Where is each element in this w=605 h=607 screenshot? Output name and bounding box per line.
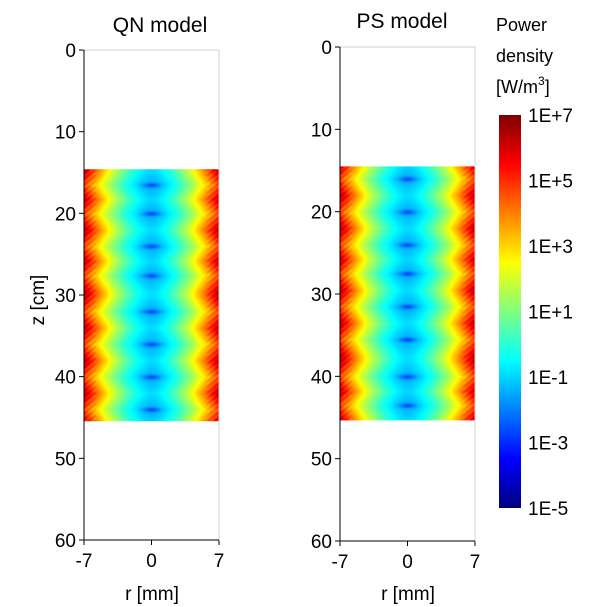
ps-y-tick-label: 0 [321, 38, 332, 59]
qn-x-axis-label: r [mm] [125, 584, 179, 605]
ps-y-tick-label: 60 [311, 532, 332, 553]
ps-y-tick-label: 20 [311, 203, 332, 224]
colorbar-unit: [W/m3] [496, 74, 550, 97]
ps-model-panel: PS model r [mm] 0 10 20 30 40 50 60-7 0 7 [311, 10, 480, 605]
colorbar-ticks: 1E+7 1E+5 1E+3 1E+1 1E-1 1E-3 1E-5 [528, 106, 573, 520]
colorbar-title-line-1: Power [496, 15, 547, 35]
ps-y-tick-label: 40 [311, 367, 332, 388]
qn-x-tick-label: 0 [146, 551, 157, 572]
qn-y-tick-label: 60 [55, 531, 76, 552]
qn-y-tick-label: 0 [65, 41, 76, 62]
ps-y-tick-label: 50 [311, 450, 332, 471]
qn-x-tick-label: -7 [76, 551, 93, 572]
colorbar-tick-label: 1E-3 [528, 434, 568, 455]
qn-y-tick-label: 10 [55, 123, 76, 144]
ps-ticks: 0 10 20 30 40 50 60-7 0 7 [311, 38, 480, 573]
ps-y-tick-label: 30 [311, 285, 332, 306]
colorbar-tick-label: 1E+5 [528, 172, 573, 193]
qn-ticks: 0 10 20 30 40 50 60-7 0 7 [55, 41, 224, 572]
ps-x-tick-label: 7 [470, 552, 481, 573]
colorbar-tick-label: 1E+7 [528, 106, 573, 127]
colorbar: Power density [W/m3] 1E+7 1E+5 1E+3 1E+1 1E-… [496, 15, 573, 520]
qn-field-map [84, 169, 219, 422]
ps-x-axis-label: r [mm] [381, 584, 435, 605]
colorbar-tick-label: 1E+1 [528, 303, 573, 324]
qn-y-tick-label: 20 [55, 204, 76, 225]
qn-y-tick-label: 50 [55, 449, 76, 470]
colorbar-tick-label: 1E-1 [528, 368, 568, 389]
colorbar-title-line-2: density [496, 46, 553, 66]
qn-y-tick-label: 40 [55, 368, 76, 389]
qn-y-axis-label: z [cm] [28, 275, 49, 326]
colorbar-tick-label: 1E-5 [528, 499, 568, 520]
qn-model-panel: QN model r [mm] z [cm] 0 10 20 30 40 50 60-7 0 7 [28, 14, 224, 605]
ps-model-title: PS model [356, 10, 447, 33]
qn-model-title: QN model [113, 14, 208, 37]
ps-y-tick-label: 10 [311, 120, 332, 141]
qn-y-tick-label: 30 [55, 286, 76, 307]
colorbar-gradient [499, 115, 521, 508]
ps-x-tick-label: -7 [332, 552, 349, 573]
qn-x-tick-label: 7 [214, 551, 225, 572]
colorbar-tick-label: 1E+3 [528, 237, 573, 258]
ps-field-map [340, 166, 475, 421]
ps-x-tick-label: 0 [402, 552, 413, 573]
